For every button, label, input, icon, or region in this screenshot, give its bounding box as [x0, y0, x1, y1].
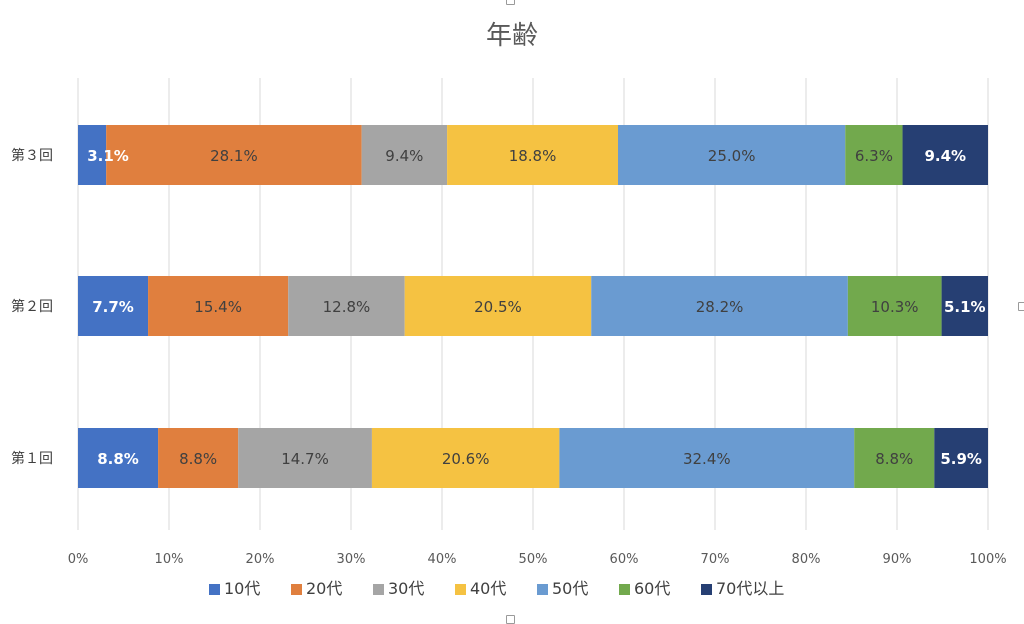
- legend-swatch: [373, 584, 384, 595]
- data-label: 25.0%: [708, 147, 756, 165]
- bar-segment: [591, 276, 848, 336]
- x-tick-label: 40%: [428, 552, 457, 567]
- data-labels: 3.1% 28.1% 9.4% 18.8% 25.0% 6.3% 9.4% 7.7% 15.4%…: [87, 147, 985, 468]
- bar-segment: [106, 125, 362, 185]
- category-label: 第３回: [11, 147, 53, 164]
- data-label: 9.4%: [924, 147, 966, 165]
- x-tick-labels: 0% 10% 20% 30% 40% 50% 60% 70% 80% 90% 100%: [68, 552, 1007, 567]
- data-label: 15.4%: [194, 298, 242, 316]
- legend-label: 60代: [634, 579, 670, 598]
- resize-handle-top[interactable]: [506, 0, 515, 5]
- bar-segment: [371, 428, 560, 488]
- data-label: 12.8%: [323, 298, 371, 316]
- data-label: 7.7%: [92, 298, 134, 316]
- x-tick-label: 60%: [610, 552, 639, 567]
- bars: [78, 125, 988, 488]
- legend-item: 10代: [209, 579, 260, 598]
- bar-segment: [78, 428, 159, 488]
- bar-segment: [934, 428, 988, 488]
- data-label: 8.8%: [97, 450, 139, 468]
- legend-swatch: [291, 584, 302, 595]
- data-label: 9.4%: [385, 147, 423, 165]
- data-label: 18.8%: [509, 147, 557, 165]
- bar-segment: [361, 125, 448, 185]
- resize-handle-right[interactable]: [1018, 302, 1024, 311]
- legend-swatch: [619, 584, 630, 595]
- data-label: 14.7%: [281, 450, 329, 468]
- bar-segment: [288, 276, 405, 336]
- legend-label: 30代: [388, 579, 424, 598]
- data-label: 10.3%: [871, 298, 919, 316]
- x-tick-label: 10%: [155, 552, 184, 567]
- bar-segment: [845, 125, 903, 185]
- category-label: 第２回: [11, 298, 53, 315]
- bar-segment: [902, 125, 988, 185]
- bar-segment: [78, 125, 107, 185]
- legend-label: 50代: [552, 579, 588, 598]
- resize-handle-bottom[interactable]: [506, 615, 515, 624]
- legend-item: 30代: [373, 579, 424, 598]
- legend-label: 70代以上: [716, 579, 784, 598]
- x-tick-label: 100%: [969, 552, 1006, 567]
- legend-label: 20代: [306, 579, 342, 598]
- legend-label: 10代: [224, 579, 260, 598]
- bar-segment: [158, 428, 239, 488]
- bar-segment: [854, 428, 935, 488]
- legend-item: 40代: [455, 579, 506, 598]
- data-label: 6.3%: [855, 147, 893, 165]
- legend-swatch: [701, 584, 712, 595]
- bar-segment: [78, 276, 149, 336]
- x-tick-label: 30%: [337, 552, 366, 567]
- category-label: 第１回: [11, 450, 53, 467]
- legend-item: 50代: [537, 579, 588, 598]
- data-label: 8.8%: [179, 450, 217, 468]
- bar-segment: [847, 276, 942, 336]
- x-tick-label: 20%: [246, 552, 275, 567]
- x-tick-label: 90%: [883, 552, 912, 567]
- x-tick-label: 0%: [68, 552, 89, 567]
- legend-swatch: [455, 584, 466, 595]
- legend-item: 70代以上: [701, 579, 784, 598]
- data-label: 20.5%: [474, 298, 522, 316]
- legend-item: 60代: [619, 579, 670, 598]
- chart-title: 年齢: [486, 21, 538, 51]
- bar-segment: [559, 428, 855, 488]
- data-label: 20.6%: [442, 450, 490, 468]
- bar-segment: [941, 276, 988, 336]
- data-label: 28.1%: [210, 147, 258, 165]
- data-label: 8.8%: [875, 450, 913, 468]
- legend-item: 20代: [291, 579, 342, 598]
- legend: 10代 20代 30代 40代 50代 60代 70代以上: [209, 579, 784, 598]
- data-label: 3.1%: [87, 147, 129, 165]
- bar-segment: [447, 125, 618, 185]
- x-tick-label: 70%: [701, 552, 730, 567]
- bar-segment: [148, 276, 289, 336]
- x-tick-label: 80%: [792, 552, 821, 567]
- bar-segment: [238, 428, 372, 488]
- legend-swatch: [209, 584, 220, 595]
- data-label: 5.1%: [944, 298, 986, 316]
- bar-segment: [404, 276, 592, 336]
- legend-swatch: [537, 584, 548, 595]
- data-label: 28.2%: [696, 298, 744, 316]
- legend-label: 40代: [470, 579, 506, 598]
- data-label: 32.4%: [683, 450, 731, 468]
- x-tick-label: 50%: [519, 552, 548, 567]
- bar-segment: [618, 125, 846, 185]
- data-label: 5.9%: [940, 450, 982, 468]
